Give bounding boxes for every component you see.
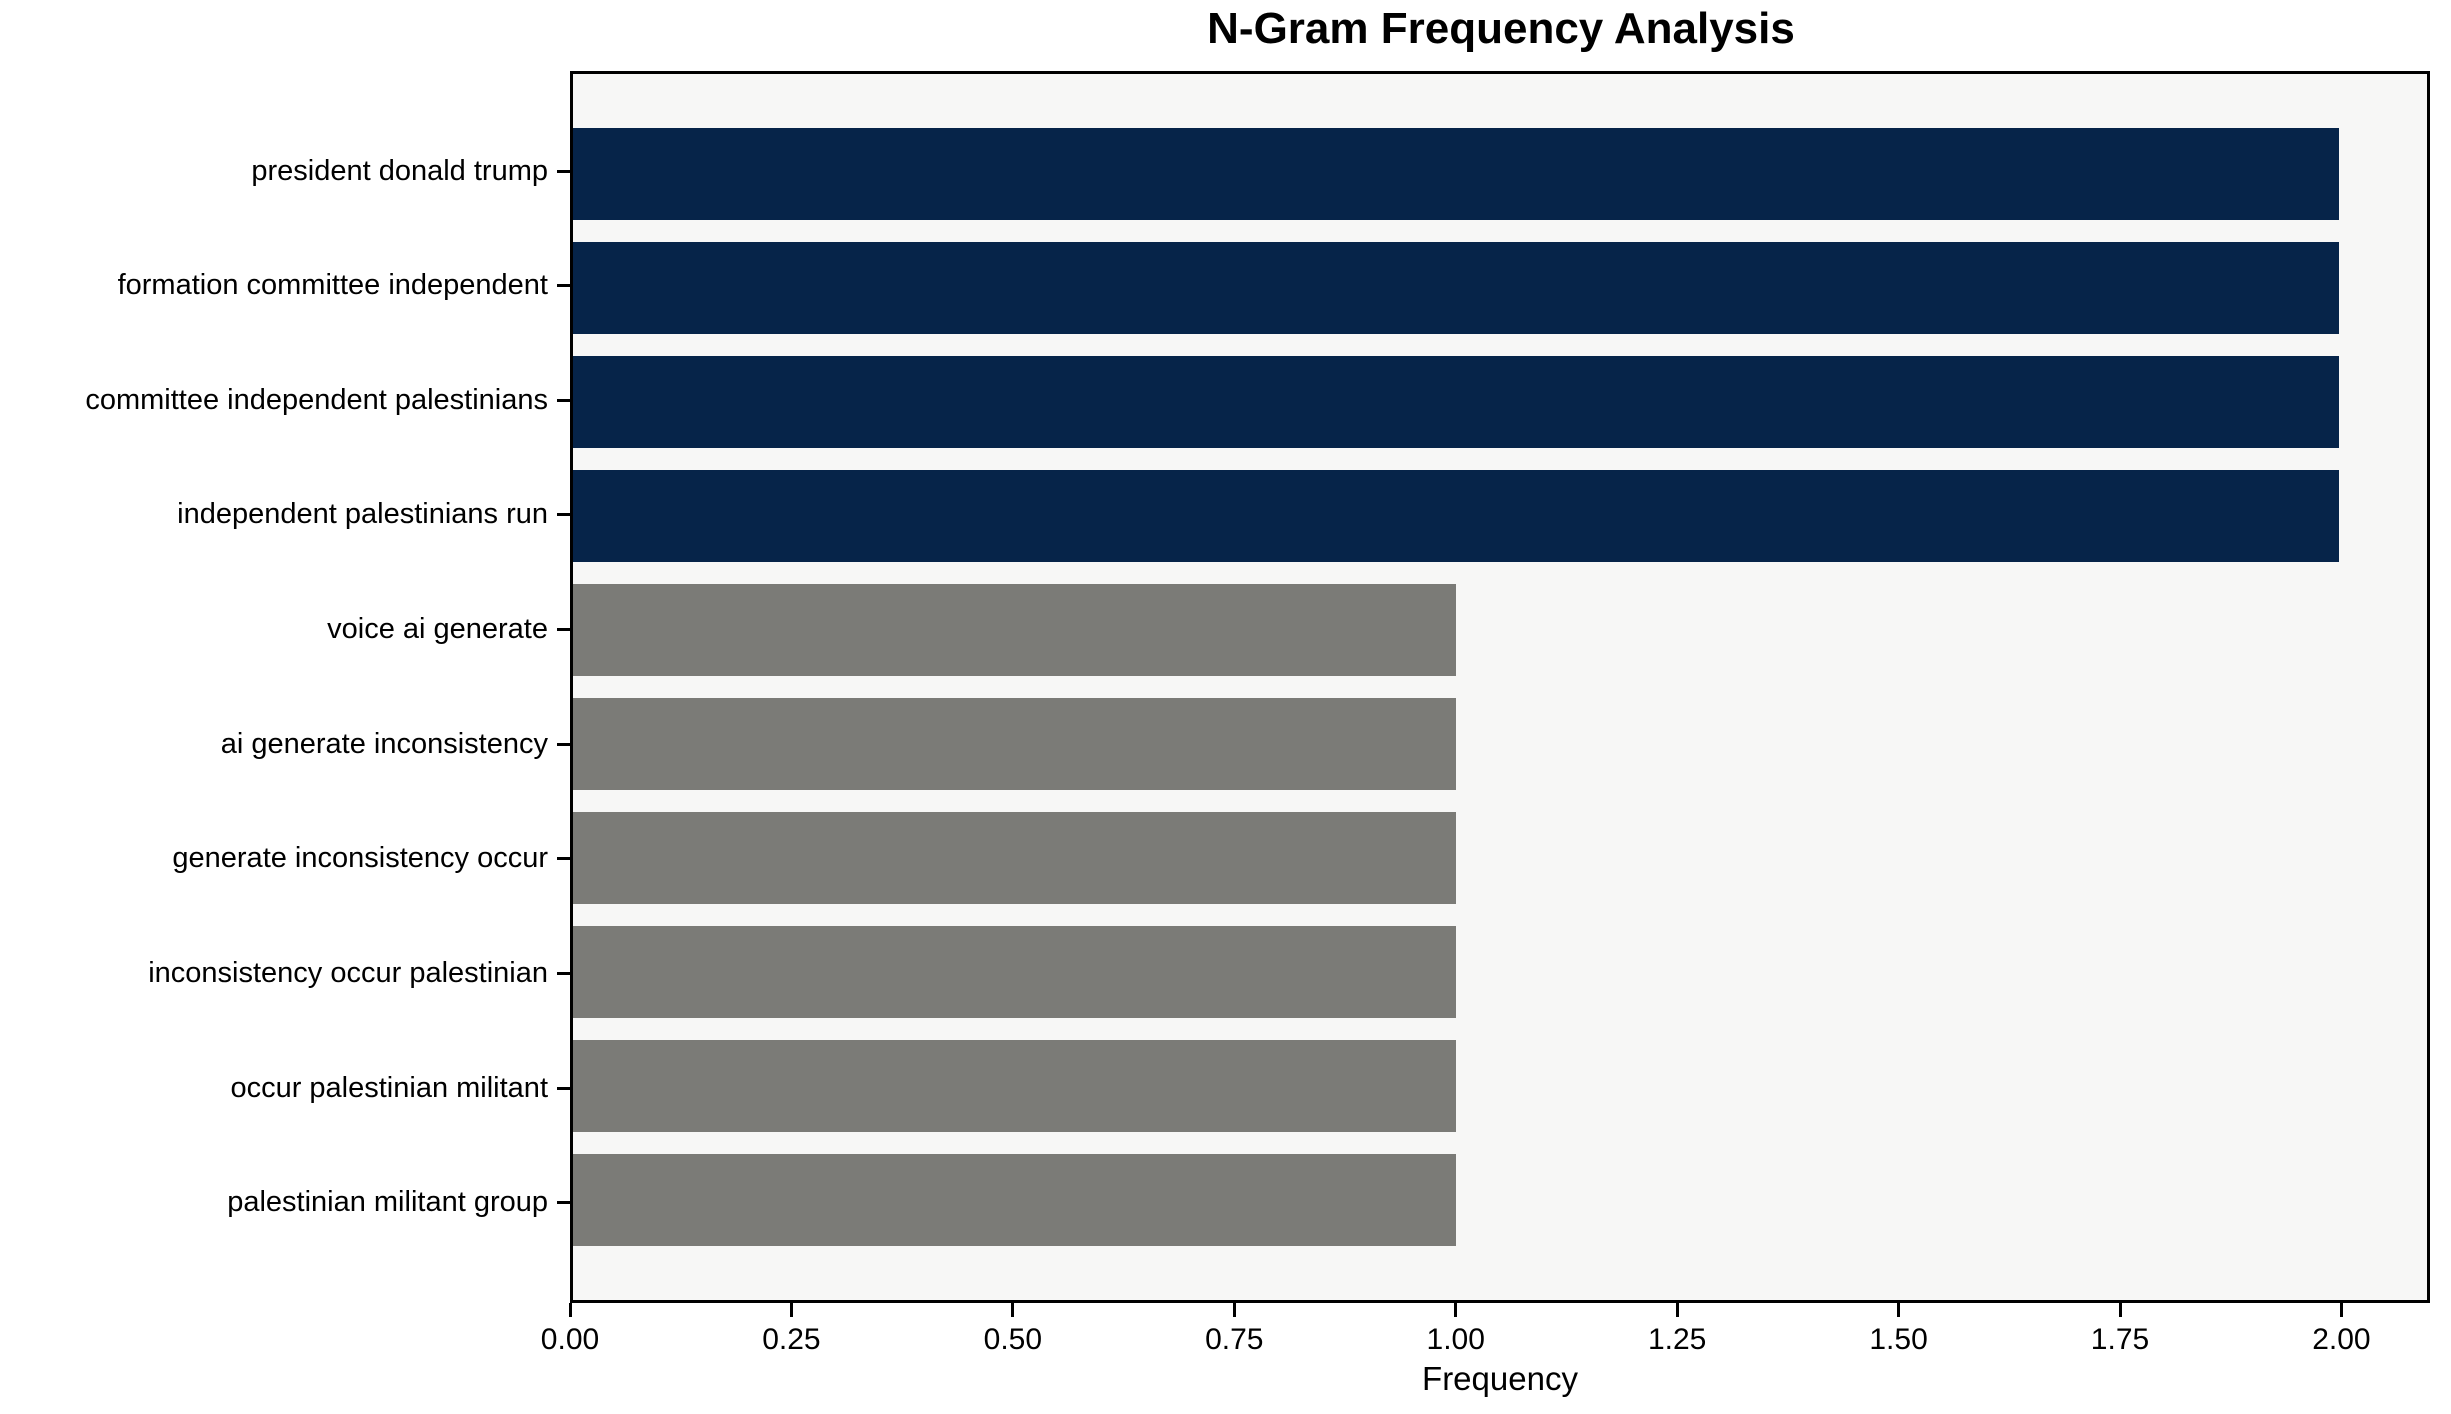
- y-tick-label: palestinian militant group: [227, 1186, 548, 1219]
- y-tick-label: occur palestinian militant: [230, 1071, 548, 1104]
- y-tick-mark: [557, 742, 570, 746]
- bar-row: [573, 470, 2427, 562]
- y-tick-label: voice ai generate: [327, 613, 548, 646]
- x-tick-mark: [2339, 1303, 2343, 1317]
- bar-row: [573, 812, 2427, 904]
- bar: [573, 584, 1456, 676]
- y-tick-mark: [557, 169, 570, 173]
- x-tick-label: 0.25: [762, 1323, 821, 1356]
- x-tick-mark: [1011, 1303, 1015, 1317]
- bar-row: [573, 926, 2427, 1018]
- x-tick-label: 1.75: [2090, 1323, 2150, 1356]
- bar-row: [573, 356, 2427, 448]
- y-tick-mark: [557, 284, 570, 288]
- bar: [573, 470, 2339, 562]
- bar-row: [573, 1040, 2427, 1132]
- plot-area: [570, 71, 2430, 1303]
- y-tick-label: president donald trump: [251, 154, 548, 187]
- y-tick-row: president donald trump: [0, 125, 570, 217]
- y-tick-label: independent palestinians run: [177, 498, 548, 531]
- y-tick-row: voice ai generate: [0, 584, 570, 676]
- bar: [573, 1154, 1456, 1246]
- y-tick-row: committee independent palestinians: [0, 354, 570, 446]
- x-tick-mark: [568, 1303, 572, 1317]
- x-tick-label: 1.50: [1869, 1323, 1928, 1356]
- x-tick-label: 0.75: [1205, 1323, 1264, 1356]
- y-tick-label: committee independent palestinians: [85, 383, 548, 416]
- bar: [573, 698, 1456, 790]
- y-tick-row: generate inconsistency occur: [0, 813, 570, 905]
- x-tick-mark: [1675, 1303, 1679, 1317]
- y-tick-label: generate inconsistency occur: [172, 842, 548, 875]
- bar: [573, 356, 2339, 448]
- y-tick-row: ai generate inconsistency: [0, 698, 570, 790]
- x-tick-mark: [2118, 1303, 2122, 1317]
- y-tick-mark: [557, 628, 570, 632]
- bar: [573, 242, 2339, 334]
- bar-row: [573, 1154, 2427, 1246]
- bar: [573, 812, 1456, 904]
- bars-layer: [573, 74, 2427, 1300]
- x-tick-mark: [1897, 1303, 1901, 1317]
- chart-title: N-Gram Frequency Analysis: [1207, 4, 1795, 53]
- x-tick-mark: [1232, 1303, 1236, 1317]
- bar: [573, 128, 2339, 220]
- y-tick-mark: [557, 398, 570, 402]
- bar-row: [573, 698, 2427, 790]
- x-tick-label: 2.00: [2312, 1323, 2371, 1356]
- y-tick-mark: [557, 1086, 570, 1090]
- y-tick-label: ai generate inconsistency: [220, 727, 548, 760]
- bar-row: [573, 128, 2427, 220]
- y-tick-mark: [557, 513, 570, 517]
- x-tick-label: 0.00: [540, 1323, 600, 1356]
- y-tick-label: formation committee independent: [117, 269, 548, 302]
- y-tick-mark: [557, 1201, 570, 1205]
- y-tick-row: independent palestinians run: [0, 469, 570, 561]
- x-tick-label: 1.25: [1647, 1323, 1707, 1356]
- bar-row: [573, 242, 2427, 334]
- y-tick-label: inconsistency occur palestinian: [148, 957, 548, 990]
- y-axis-labels: president donald trump formation committe…: [0, 71, 570, 1303]
- y-tick-mark: [557, 972, 570, 976]
- bar-row: [573, 584, 2427, 676]
- x-tick-mark: [789, 1303, 793, 1317]
- y-tick-row: palestinian militant group: [0, 1157, 570, 1249]
- x-tick-mark: [1454, 1303, 1458, 1317]
- x-tick-label: 0.50: [983, 1323, 1043, 1356]
- y-tick-row: formation committee independent: [0, 240, 570, 332]
- y-tick-row: occur palestinian militant: [0, 1042, 570, 1134]
- x-axis-label: Frequency: [1422, 1360, 1578, 1397]
- y-tick-row: inconsistency occur palestinian: [0, 928, 570, 1020]
- x-tick-label: 1.00: [1426, 1323, 1485, 1356]
- bar: [573, 1040, 1456, 1132]
- y-tick-mark: [557, 857, 570, 861]
- x-axis: 0.00 0.25 0.50 0.75 1.00 1.25 1.50 1.75 2.00: [541, 1303, 2430, 1373]
- bar: [573, 926, 1456, 1018]
